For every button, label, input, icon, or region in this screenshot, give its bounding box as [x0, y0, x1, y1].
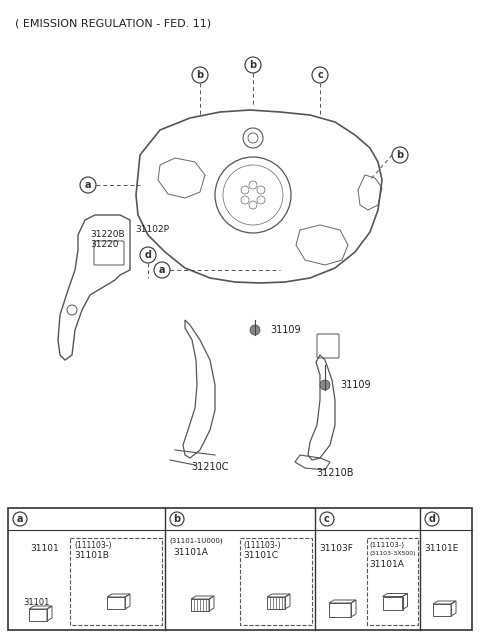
Text: 31102P: 31102P: [135, 225, 169, 234]
Text: 31109: 31109: [270, 325, 300, 335]
Circle shape: [250, 325, 260, 335]
Bar: [240, 538, 312, 625]
Text: 31220: 31220: [90, 240, 119, 249]
Text: 31101A: 31101A: [369, 560, 404, 569]
Text: a: a: [85, 180, 91, 190]
Text: b: b: [196, 70, 204, 80]
Text: b: b: [250, 60, 257, 70]
Text: 31210B: 31210B: [316, 468, 354, 478]
Text: 31101B: 31101B: [74, 551, 109, 560]
Text: (31103-3X500): (31103-3X500): [369, 551, 416, 556]
Text: d: d: [429, 514, 435, 524]
Bar: [367, 538, 418, 625]
Text: 31103F: 31103F: [319, 544, 353, 553]
Text: 31101A: 31101A: [173, 548, 208, 557]
Text: c: c: [317, 70, 323, 80]
Text: 31101: 31101: [30, 544, 59, 553]
Text: 31220B: 31220B: [90, 230, 125, 239]
Text: 31109: 31109: [340, 380, 371, 390]
Text: a: a: [17, 514, 23, 524]
Text: c: c: [324, 514, 330, 524]
Text: (31101-1U000): (31101-1U000): [169, 538, 223, 544]
Text: (111103-): (111103-): [74, 541, 111, 550]
Text: 31101E: 31101E: [424, 544, 458, 553]
Text: (111103-): (111103-): [369, 541, 404, 548]
Text: (111103-): (111103-): [243, 541, 280, 550]
Text: 31101C: 31101C: [243, 551, 278, 560]
Text: b: b: [396, 150, 404, 160]
Circle shape: [320, 380, 330, 390]
Text: 31210C: 31210C: [191, 462, 229, 472]
Text: a: a: [159, 265, 165, 275]
Bar: [70, 538, 162, 625]
Text: d: d: [144, 250, 152, 260]
Text: b: b: [173, 514, 180, 524]
Bar: [8, 508, 472, 630]
Text: 31101: 31101: [23, 598, 49, 607]
Text: ( EMISSION REGULATION - FED. 11): ( EMISSION REGULATION - FED. 11): [15, 18, 211, 28]
